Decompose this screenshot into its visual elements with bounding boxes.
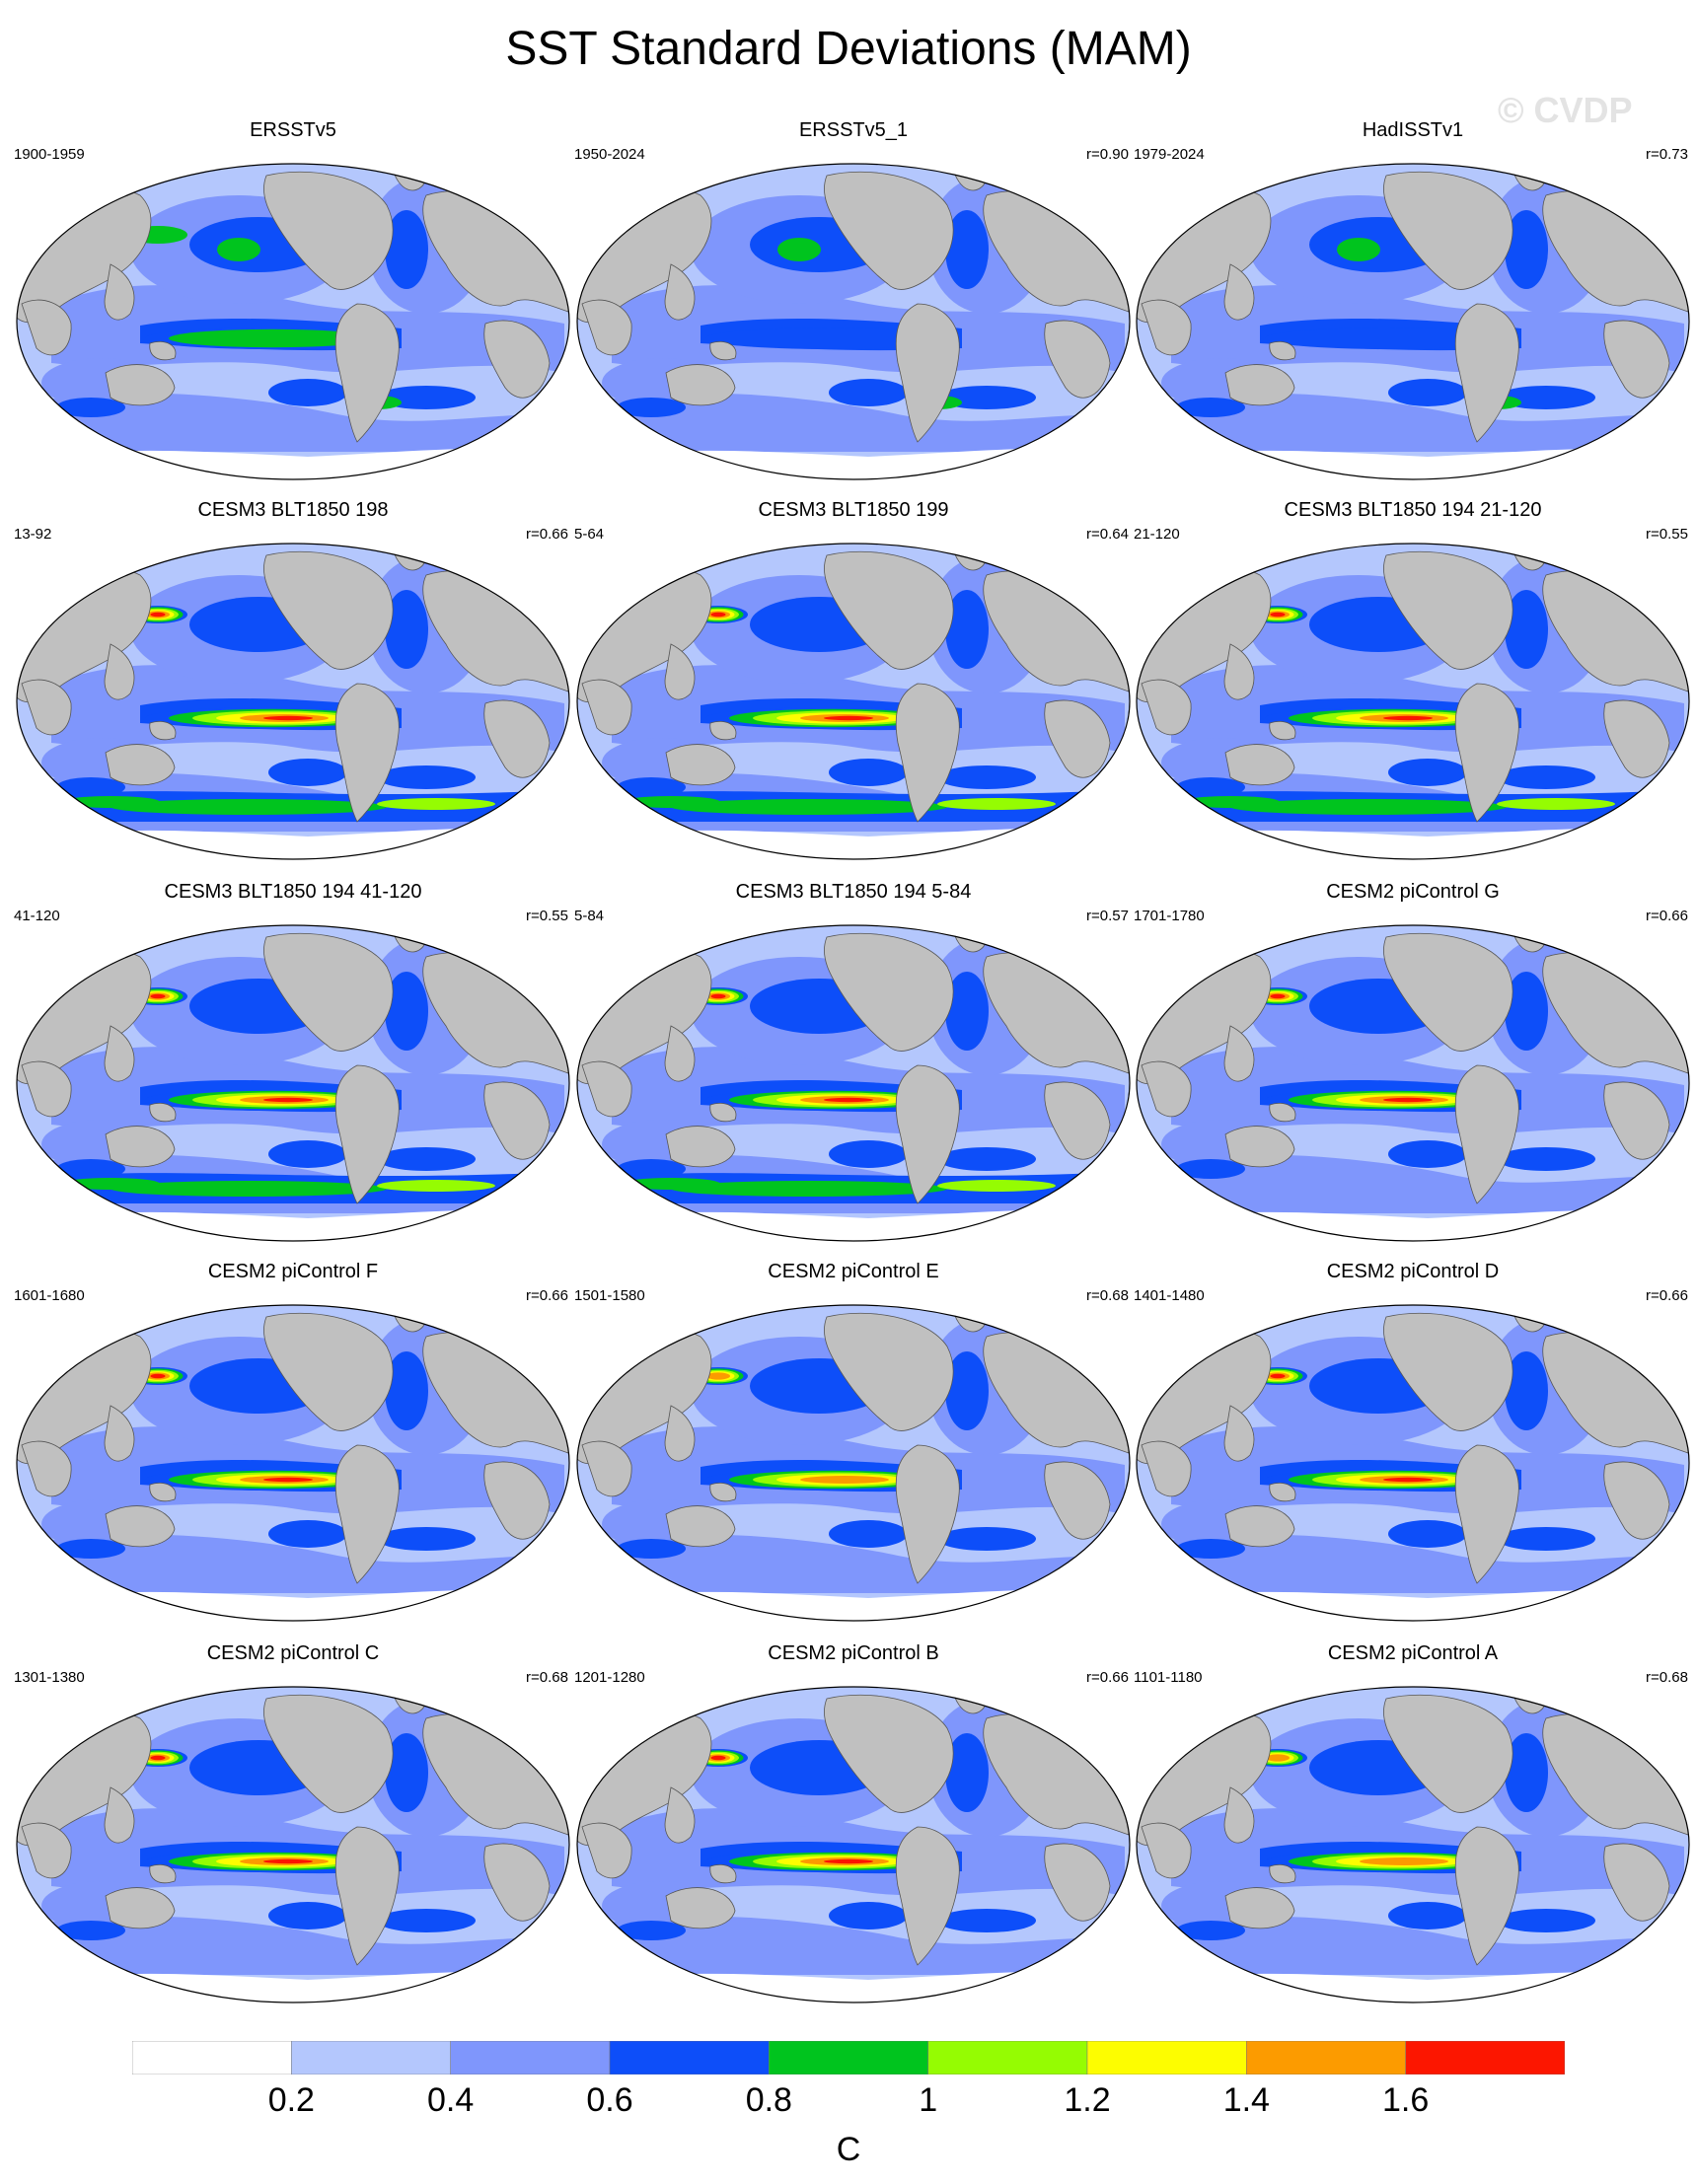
- colorbar-swatch: [609, 2041, 770, 2075]
- colorbar-tick-label: 0.2: [267, 2081, 315, 2119]
- sst-stddev-map: [16, 163, 570, 480]
- panel-pattern-correlation: r=0.64: [1086, 526, 1129, 543]
- map-panel: CESM2 piControl G 1701-1780 r=0.66: [1132, 880, 1694, 1255]
- panel-pattern-correlation: r=0.68: [1646, 1669, 1688, 1686]
- map-panel: CESM3 BLT1850 194 5-84 5-84 r=0.57: [572, 880, 1135, 1255]
- panel-pattern-correlation: r=0.57: [1086, 908, 1129, 924]
- colorbar-swatch: [1086, 2041, 1247, 2075]
- panel-years: 1401-1480: [1134, 1287, 1205, 1304]
- sst-stddev-map: [576, 163, 1131, 480]
- panel-pattern-correlation: r=0.73: [1646, 146, 1688, 163]
- panel-years: 21-120: [1134, 526, 1180, 543]
- panel-title: CESM2 piControl D: [1326, 1261, 1500, 1282]
- cvdp-watermark: © CVDP: [1498, 90, 1633, 130]
- panel-title: CESM2 piControl G: [1326, 881, 1500, 903]
- panel-pattern-correlation: r=0.68: [526, 1669, 568, 1686]
- panel-years: 1101-1180: [1134, 1669, 1203, 1686]
- map-panel: CESM3 BLT1850 194 21-120 21-120 r=0.55: [1132, 498, 1694, 873]
- panel-pattern-correlation: r=0.55: [1646, 526, 1688, 543]
- colorbar-tick-label: 1.2: [1064, 2081, 1111, 2119]
- page-title: SST Standard Deviations (MAM): [505, 23, 1192, 75]
- colorbar-swatch: [769, 2041, 928, 2075]
- panel-title: CESM3 BLT1850 199: [758, 499, 949, 521]
- sst-stddev-map: [16, 1304, 570, 1622]
- panel-pattern-correlation: r=0.90: [1086, 146, 1129, 163]
- panel-title: CESM2 piControl E: [768, 1261, 939, 1282]
- colorbar-swatch: [132, 2041, 292, 2075]
- sst-stddev-map: [1136, 1304, 1690, 1622]
- panel-title: ERSSTv5_1: [798, 119, 909, 141]
- colorbar-swatch: [291, 2041, 451, 2075]
- colorbar-tick-label: 0.8: [745, 2081, 792, 2119]
- sst-stddev-map: [16, 543, 570, 860]
- map-panel: CESM2 piControl F 1601-1680 r=0.66: [12, 1260, 574, 1635]
- panel-years: 1601-1680: [14, 1287, 85, 1304]
- map-panel: CESM3 BLT1850 198 13-92 r=0.66: [12, 498, 574, 873]
- panel-pattern-correlation: r=0.66: [526, 1287, 568, 1304]
- sst-stddev-map: [1136, 924, 1690, 1242]
- colorbar: [132, 2041, 1565, 2075]
- panel-title: CESM2 piControl B: [768, 1642, 939, 1664]
- colorbar-tick-label: 0.4: [427, 2081, 475, 2119]
- map-panel: ERSSTv5_1 1950-2024 r=0.90: [572, 118, 1135, 493]
- panel-pattern-correlation: r=0.55: [526, 908, 568, 924]
- colorbar-swatch: [927, 2041, 1088, 2075]
- panel-title: CESM3 BLT1850 194 21-120: [1284, 499, 1542, 521]
- panel-years: 1501-1580: [574, 1287, 645, 1304]
- panel-title: ERSSTv5: [250, 119, 336, 141]
- panel-title: CESM3 BLT1850 194 5-84: [735, 881, 972, 903]
- panel-years: 1900-1959: [14, 146, 85, 163]
- map-panel: CESM3 BLT1850 199 5-64 r=0.64: [572, 498, 1135, 873]
- panel-pattern-correlation: r=0.66: [1086, 1669, 1129, 1686]
- panel-pattern-correlation: r=0.66: [1646, 908, 1688, 924]
- panel-title: CESM2 piControl F: [207, 1261, 379, 1282]
- panel-title: HadISSTv1: [1362, 119, 1464, 141]
- panel-title: CESM2 piControl C: [206, 1642, 380, 1664]
- colorbar-tick-label: 1.4: [1222, 2081, 1270, 2119]
- panel-years: 13-92: [14, 526, 52, 543]
- panel-pattern-correlation: r=0.66: [1646, 1287, 1688, 1304]
- panel-title: CESM2 piControl A: [1327, 1642, 1499, 1664]
- colorbar-tick-label: 0.6: [586, 2081, 633, 2119]
- colorbar-units-label: C: [836, 2131, 861, 2168]
- sst-stddev-map: [1136, 1686, 1690, 2003]
- colorbar-swatch: [450, 2041, 611, 2075]
- panel-pattern-correlation: r=0.68: [1086, 1287, 1129, 1304]
- map-panel: CESM2 piControl D 1401-1480 r=0.66: [1132, 1260, 1694, 1635]
- panel-years: 5-64: [574, 526, 605, 543]
- map-panel: HadISSTv1 1979-2024 r=0.73: [1132, 118, 1694, 493]
- sst-stddev-map: [1136, 163, 1690, 480]
- map-panel: CESM3 BLT1850 194 41-120 41-120 r=0.55: [12, 880, 574, 1255]
- sst-stddev-map: [576, 543, 1131, 860]
- panel-title: CESM3 BLT1850 194 41-120: [164, 881, 422, 903]
- panel-years: 1979-2024: [1134, 146, 1205, 163]
- map-panel: CESM2 piControl E 1501-1580 r=0.68: [572, 1260, 1135, 1635]
- sst-stddev-map: [576, 1304, 1131, 1622]
- sst-stddev-map: [1136, 543, 1690, 860]
- colorbar-tick-label: 1.6: [1382, 2081, 1430, 2119]
- sst-stddev-map: [576, 924, 1131, 1242]
- map-panel: CESM2 piControl B 1201-1280 r=0.66: [572, 1641, 1135, 2016]
- panel-title: CESM3 BLT1850 198: [197, 499, 389, 521]
- colorbar-swatch: [1405, 2041, 1565, 2075]
- colorbar-tick-label: 1: [919, 2081, 938, 2119]
- panel-pattern-correlation: r=0.66: [526, 526, 568, 543]
- panel-years: 1201-1280: [574, 1669, 645, 1686]
- sst-stddev-map: [576, 1686, 1131, 2003]
- colorbar-swatch: [1246, 2041, 1406, 2075]
- map-panel: ERSSTv5 1900-1959: [12, 118, 574, 493]
- panel-years: 41-120: [14, 908, 60, 924]
- sst-stddev-map: [16, 1686, 570, 2003]
- panel-years: 1701-1780: [1134, 908, 1205, 924]
- panel-years: 1950-2024: [574, 146, 645, 163]
- panel-years: 5-84: [574, 908, 605, 924]
- sst-stddev-map: [16, 924, 570, 1242]
- map-panel: CESM2 piControl A 1101-1180 r=0.68: [1132, 1641, 1694, 2016]
- panel-years: 1301-1380: [14, 1669, 85, 1686]
- map-panel: CESM2 piControl C 1301-1380 r=0.68: [12, 1641, 574, 2016]
